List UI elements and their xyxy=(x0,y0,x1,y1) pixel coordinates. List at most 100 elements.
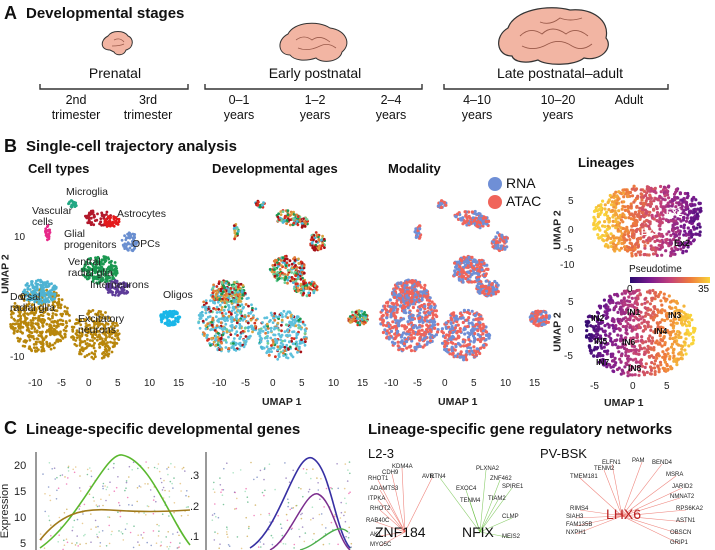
grn-edges xyxy=(575,461,687,545)
ytick-0: 0 xyxy=(20,292,26,303)
panel-a-title: Developmental stages xyxy=(26,5,185,22)
lineage-in6: IN6 xyxy=(622,337,636,347)
lin-ytick-bot-m5: -5 xyxy=(564,351,573,362)
expr-ytick-15: 15 xyxy=(14,486,27,498)
umap-xtick: 0 xyxy=(442,378,448,389)
grn-gene-label: ASTN1 xyxy=(676,518,696,524)
umap-xtick: 5 xyxy=(115,378,121,389)
umap1-label-ages: UMAP 1 xyxy=(262,396,302,408)
grn-gene-label: AVIL xyxy=(422,474,435,480)
lin-ytick-top-5: 5 xyxy=(568,196,574,207)
panel-c-letter: C xyxy=(4,418,17,438)
grn-gene-label: PAM xyxy=(632,458,645,464)
lin-xtick-5: 5 xyxy=(664,381,670,392)
lin-ytick-top-0: 0 xyxy=(568,225,574,236)
panel-c-title: Lineage-specific developmental genes xyxy=(26,421,301,438)
subtitle-developmental-ages: Developmental ages xyxy=(212,161,338,176)
grn-edges xyxy=(375,467,433,547)
grn-gene-label: CLMP xyxy=(502,514,519,520)
grn-gene-label: JARID2 xyxy=(672,484,693,490)
stage-late-postnatal: Late postnatal–adult xyxy=(496,65,624,81)
ytick-minus10: -10 xyxy=(10,352,25,363)
grn-gene-label: MYO5C xyxy=(370,542,392,548)
age-2nd-trimester: 2nd trimester xyxy=(51,93,101,122)
grn-gene-label: BEND4 xyxy=(652,460,673,466)
lineage-ex3: Ex3 xyxy=(641,227,658,237)
legend-atac-label: ATAC xyxy=(506,193,542,209)
umap-xtick: 10 xyxy=(328,378,340,389)
expr-ytick-5: 5 xyxy=(20,538,27,550)
subtitle-lineages: Lineages xyxy=(578,155,635,170)
age-1-2-years: 1–2 years xyxy=(299,93,331,122)
grn-gene-label: OBSCN xyxy=(670,530,692,536)
grn-gene-label: RTN4 xyxy=(430,474,446,480)
age-10-20-years: 10–20 years xyxy=(540,93,576,122)
grn-l23-title: L2-3 xyxy=(368,446,395,461)
grn-gene-label: ADAMTS3 xyxy=(370,486,399,492)
hub-lhx6: LHX6 xyxy=(606,506,642,522)
grn-gene-label: TIAM2 xyxy=(488,496,506,502)
lin-ytick-top-m10: -10 xyxy=(560,260,575,271)
age-adult: Adult xyxy=(614,93,644,107)
expr-ytick-0.3: .3 xyxy=(190,470,200,482)
umap-plots xyxy=(9,184,703,378)
lineage-ex2: Ex2 xyxy=(674,238,691,248)
panel-a-letter: A xyxy=(4,3,17,23)
panel-c-grn-title: Lineage-specific gene regulatory network… xyxy=(368,421,673,438)
label-glial-progenitors: Glial progenitors xyxy=(64,228,117,251)
lineage-in4: IN4 xyxy=(654,326,668,336)
label-excitatory-neurons: Excitatory neurons xyxy=(78,313,125,336)
expr-green2-curve xyxy=(299,528,349,550)
grn-gene-label: FAM135B xyxy=(566,522,593,528)
umap-xtick: 0 xyxy=(270,378,276,389)
ytick-10: 10 xyxy=(14,232,26,243)
umap-xtick: 5 xyxy=(299,378,305,389)
pseudotime-max: 35 xyxy=(698,284,710,295)
panel-b-letter: B xyxy=(4,136,17,156)
umap-xtick: 0 xyxy=(86,378,92,389)
pseudotime-label: Pseudotime xyxy=(629,264,682,275)
umap-cluster-points xyxy=(378,199,552,362)
subtitle-cell-types: Cell types xyxy=(28,161,90,176)
lineage-ex1: Ex1 xyxy=(666,207,683,217)
lin-ytick-top-m5: -5 xyxy=(564,244,573,255)
brain-medium-icon xyxy=(279,22,348,62)
grn-gene-label: ITPKA xyxy=(368,496,386,502)
expr-ytick-10: 10 xyxy=(14,512,27,524)
umap-xtick: -10 xyxy=(212,378,227,389)
grn-gene-label: AK1 xyxy=(370,532,382,538)
panel-b-title: Single-cell trajectory analysis xyxy=(26,138,237,155)
grn-gene-label: MSRA xyxy=(666,472,684,478)
grn-gene-label: PLXNA2 xyxy=(476,466,500,472)
age-4-10-years: 4–10 years xyxy=(461,93,493,122)
umap-xtick: 15 xyxy=(357,378,369,389)
legend-rna-dot xyxy=(488,177,502,191)
umap1-label-modality: UMAP 1 xyxy=(438,396,478,408)
grn-edges xyxy=(439,469,513,539)
age-3rd-trimester: 3rd trimester xyxy=(123,93,173,122)
subtitle-modality: Modality xyxy=(388,161,441,176)
grn-gene-label: CDH9 xyxy=(382,470,399,476)
grn-gene-label: KDM4A xyxy=(392,464,413,470)
legend-atac-dot xyxy=(488,195,502,209)
grn-gene-label: TENM2 xyxy=(594,466,615,472)
grn-gene-label: TMEM181 xyxy=(570,474,598,480)
expr-blue-curve xyxy=(249,457,351,549)
lin-xtick-0: 0 xyxy=(630,381,636,392)
grn-gene-label: ZNF462 xyxy=(490,476,512,482)
stage-prenatal: Prenatal xyxy=(88,65,142,81)
umap-xtick: -5 xyxy=(241,378,250,389)
umap-xtick: -5 xyxy=(413,378,422,389)
expr-purple-curve xyxy=(269,493,351,550)
label-microglia: Microglia xyxy=(66,186,109,198)
grn-gene-label: SPIRE1 xyxy=(502,484,524,490)
stage-early-postnatal: Early postnatal xyxy=(268,65,362,81)
umap-xtick: -10 xyxy=(384,378,399,389)
lin-ytick-bot-5: 5 xyxy=(568,297,574,308)
umap-cluster-points xyxy=(9,199,182,361)
brain-illustrations xyxy=(39,7,669,90)
label-opcs: OPCs xyxy=(132,238,161,250)
lineage-in7: IN7 xyxy=(596,357,610,367)
